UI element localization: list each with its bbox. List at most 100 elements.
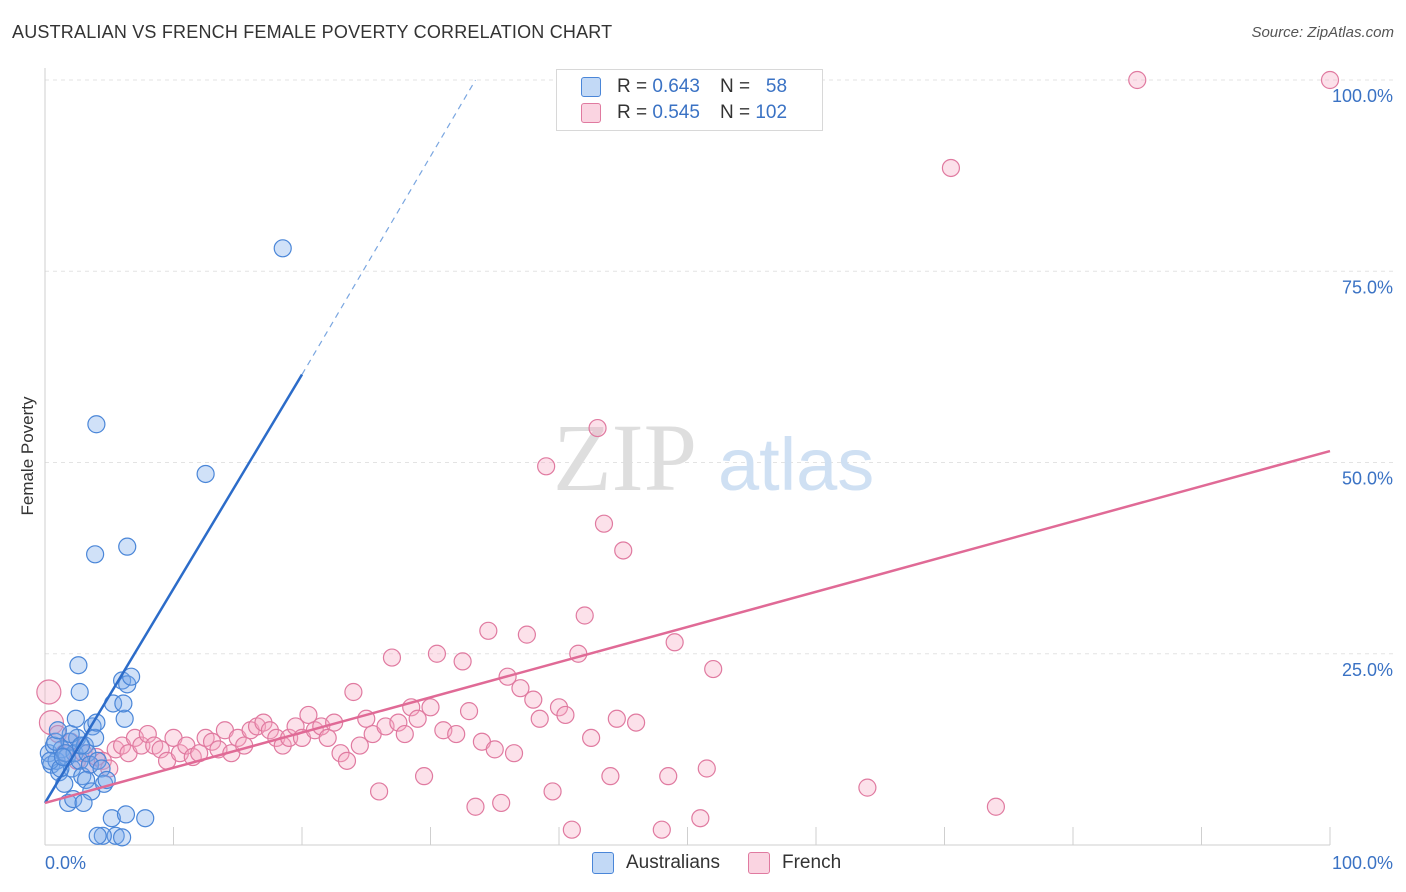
legend-item-french[interactable]: French bbox=[748, 852, 841, 874]
point-australians bbox=[93, 826, 112, 845]
point-french bbox=[36, 679, 62, 705]
point-french bbox=[427, 644, 447, 663]
legend-r-label: R = bbox=[617, 76, 648, 97]
point-french bbox=[626, 713, 646, 732]
watermark: ZIP atlas bbox=[553, 404, 874, 511]
point-french bbox=[941, 158, 961, 178]
point-french bbox=[704, 659, 723, 679]
point-french bbox=[408, 709, 427, 728]
axes bbox=[44, 68, 1331, 846]
point-french bbox=[511, 679, 530, 698]
point-french bbox=[466, 797, 485, 816]
grid-lines bbox=[45, 79, 1395, 655]
point-french bbox=[132, 736, 151, 755]
watermark-zip: ZIP bbox=[553, 404, 697, 511]
point-australians bbox=[86, 728, 105, 748]
point-australians bbox=[121, 667, 141, 686]
point-australians bbox=[88, 826, 107, 845]
point-french bbox=[299, 705, 318, 725]
legend-swatch-australians bbox=[592, 852, 614, 874]
point-french bbox=[665, 633, 684, 652]
legend-label-french: French bbox=[782, 852, 842, 873]
point-australians bbox=[114, 694, 133, 713]
point-french bbox=[858, 778, 877, 797]
point-french bbox=[138, 724, 157, 744]
point-french bbox=[607, 709, 626, 728]
point-french bbox=[582, 728, 601, 748]
y-tick-label: 100.0% bbox=[1332, 86, 1393, 106]
legend-swatch-french bbox=[581, 103, 601, 123]
point-french bbox=[151, 740, 170, 759]
legend-n-label: N = bbox=[719, 102, 751, 123]
series-legend: Australians French bbox=[592, 852, 869, 874]
point-french bbox=[517, 625, 536, 644]
point-french bbox=[562, 820, 581, 839]
point-french bbox=[614, 541, 633, 560]
point-french bbox=[524, 690, 543, 709]
point-french bbox=[1128, 70, 1147, 90]
point-australians bbox=[77, 770, 96, 790]
point-french bbox=[504, 744, 524, 763]
point-australians bbox=[55, 774, 74, 793]
point-french bbox=[601, 767, 620, 786]
point-french bbox=[556, 705, 575, 725]
point-australians bbox=[48, 721, 67, 740]
point-french bbox=[337, 751, 357, 770]
point-french bbox=[543, 782, 562, 801]
x-tick-label: 0.0% bbox=[45, 853, 86, 873]
point-french bbox=[697, 759, 716, 778]
point-french bbox=[453, 652, 472, 671]
trend-line-australians-extension bbox=[301, 79, 476, 375]
point-french bbox=[382, 648, 402, 667]
point-french bbox=[485, 740, 504, 759]
point-australians bbox=[196, 464, 215, 484]
point-french bbox=[479, 621, 498, 640]
point-australians bbox=[74, 793, 93, 813]
point-australians bbox=[70, 682, 89, 702]
point-french bbox=[659, 767, 678, 786]
stats-legend: R = 0.643 N = 58 R = 0.545 N = 102 bbox=[556, 69, 823, 131]
point-french bbox=[395, 724, 414, 744]
y-tick-label: 50.0% bbox=[1342, 469, 1393, 489]
point-australians bbox=[69, 656, 88, 675]
legend-r-label: R = bbox=[617, 102, 648, 123]
chart-title: AUSTRALIAN VS FRENCH FEMALE POVERTY CORR… bbox=[12, 22, 613, 42]
point-australians bbox=[66, 709, 85, 728]
legend-item-australians[interactable]: Australians bbox=[592, 852, 720, 874]
point-australians bbox=[87, 415, 106, 434]
y-tick-label: 75.0% bbox=[1342, 277, 1393, 297]
x-tick-label: 100.0% bbox=[1332, 853, 1393, 873]
trend-line-french bbox=[44, 449, 1331, 805]
point-french bbox=[389, 713, 408, 732]
legend-row-australians: R = 0.643 N = 58 bbox=[581, 74, 787, 100]
point-australians bbox=[273, 239, 292, 258]
point-french bbox=[530, 709, 549, 728]
point-french bbox=[588, 418, 607, 438]
legend-swatch-australians bbox=[581, 77, 601, 97]
y-axis-label: Female Poverty bbox=[18, 396, 37, 516]
point-french bbox=[1320, 70, 1340, 90]
point-french bbox=[594, 514, 614, 533]
legend-swatch-french bbox=[748, 852, 770, 874]
point-french bbox=[575, 606, 594, 625]
trend-lines bbox=[43, 79, 1331, 805]
trend-line-australians bbox=[43, 373, 304, 804]
point-australians bbox=[106, 826, 125, 845]
point-french bbox=[421, 698, 440, 717]
point-australians bbox=[116, 805, 136, 824]
legend-row-french: R = 0.545 N = 102 bbox=[581, 100, 787, 126]
legend-n-value: 58 bbox=[765, 76, 788, 97]
point-french bbox=[492, 793, 511, 813]
y-tick-label: 25.0% bbox=[1342, 660, 1393, 680]
point-french bbox=[370, 782, 389, 801]
chart-source: Source: ZipAtlas.com bbox=[1251, 24, 1394, 41]
point-australians bbox=[102, 809, 121, 828]
point-french bbox=[318, 728, 337, 748]
point-australians bbox=[136, 809, 155, 828]
point-french bbox=[447, 724, 466, 744]
point-french bbox=[459, 702, 479, 721]
tick-labels: 25.0% 50.0% 75.0% 100.0% 0.0% 100.0% bbox=[45, 86, 1393, 873]
point-french bbox=[537, 457, 556, 476]
legend-n-value: 102 bbox=[755, 102, 788, 123]
